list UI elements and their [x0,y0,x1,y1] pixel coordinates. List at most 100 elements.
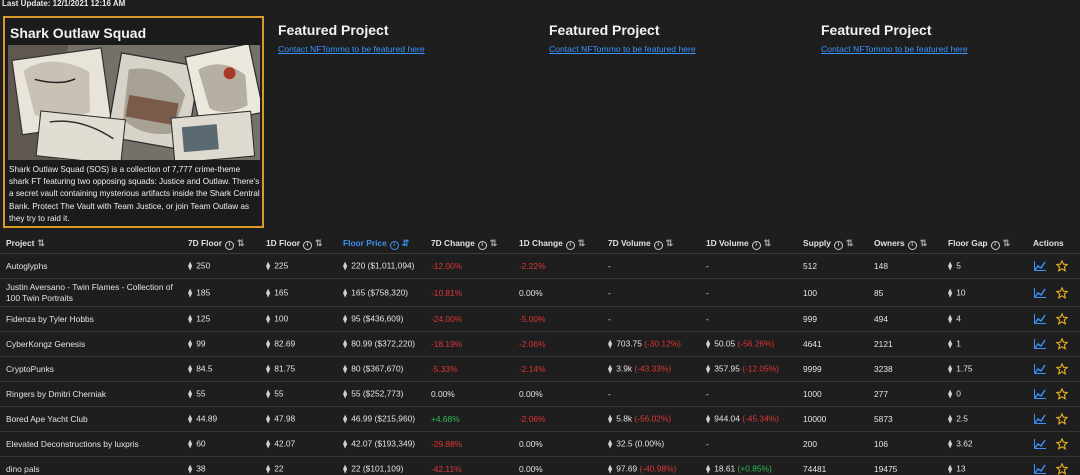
star-icon[interactable] [1056,338,1068,350]
sort-icon[interactable]: ⇅ [489,238,498,248]
project-name[interactable]: CryptoPunks [6,364,54,374]
project-name[interactable]: Autoglyphs [6,261,48,271]
chart-icon[interactable] [1034,439,1046,449]
d7-floor-value: 99 [196,338,206,349]
d1-volume-value: - [706,261,709,271]
star-icon[interactable] [1056,388,1068,400]
star-icon[interactable] [1056,286,1068,299]
project-name[interactable]: CyberKongz Genesis [6,339,86,349]
chart-icon[interactable] [1034,314,1046,324]
d1-volume-cell: - [706,261,709,271]
info-icon[interactable]: i [833,241,843,250]
ethereum-icon: ⧫ [266,438,271,449]
star-icon[interactable] [1056,463,1068,475]
sort-icon[interactable]: ⇅ [919,238,928,248]
project-name[interactable]: Elevated Deconstructions by luxpris [6,439,139,449]
column-header-7d-change[interactable]: 7D Change i ⇅ [431,238,497,250]
info-icon[interactable]: i [302,241,312,250]
ethereum-icon: ⧫ [188,463,193,474]
chart-icon[interactable] [1034,364,1046,374]
floor-price-cell: ⧫ 55 ($252,773) [343,389,403,400]
featured-slot-contact-link[interactable]: Contact NFTommo to be featured here [821,44,968,54]
table-row[interactable]: Autoglyphs ⧫ 250 ⧫ 225 ⧫ 220 ($1,011,094) ⧫ 5 -12… [0,254,1080,279]
chart-icon[interactable] [1034,464,1046,474]
table-row[interactable]: dino pals ⧫ 38 ⧫ 22 ⧫ 22 ($101,109) ⧫ 13 -42.11% 0… [0,457,1080,475]
column-header-7d-floor[interactable]: 7D Floor i ⇅ [188,238,245,250]
table-row[interactable]: Ringers by Dmitri Cherniak ⧫ 55 ⧫ 55 ⧫ 55 ($25… [0,382,1080,407]
chart-icon[interactable] [1034,287,1046,298]
star-icon[interactable] [1056,260,1068,272]
star-icon[interactable] [1056,313,1068,325]
column-header-supply[interactable]: Supply i ⇅ [803,238,853,250]
featured-slot-contact-link[interactable]: Contact NFTommo to be featured here [278,44,425,54]
table-row[interactable]: CyberKongz Genesis ⧫ 99 ⧫ 82.69 ⧫ 80.99 ($372,… [0,332,1080,357]
d1-volume-cell: - [706,314,709,324]
sort-icon[interactable]: ⇅ [314,238,323,248]
star-icon[interactable] [1056,438,1068,450]
d7-floor-value: 84.5 [196,363,213,374]
info-icon[interactable]: i [389,241,399,250]
ethereum-icon: ⧫ [948,438,953,449]
d1-volume-value: - [706,314,709,324]
info-icon[interactable]: i [907,241,917,250]
ethereum-icon: ⧫ [266,413,271,424]
project-name[interactable]: dino pals [6,464,40,474]
sort-icon[interactable]: ⇅ [845,238,854,248]
column-header-project[interactable]: Project ⇅ [6,238,45,249]
floor-gap-cell: ⧫ 1.75 [948,364,973,375]
chart-icon[interactable] [1034,389,1046,399]
info-icon[interactable]: i [565,241,575,250]
featured-slot-title: Featured Project [549,22,660,38]
info-icon[interactable]: i [990,241,1000,250]
ethereum-icon: ⧫ [948,338,953,349]
info-icon[interactable]: i [751,241,761,250]
sort-icon[interactable]: ⇅ [1002,238,1011,248]
sort-icon[interactable]: ⇅ [665,238,674,248]
sort-icon[interactable]: ⇅ [37,238,45,248]
chart-icon[interactable] [1034,414,1046,424]
project-name[interactable]: Bored Ape Yacht Club [6,414,88,424]
column-header-1d-floor[interactable]: 1D Floor i ⇅ [266,238,323,250]
owners-value: 85 [874,287,884,298]
d1-floor-value: 47.98 [274,413,296,424]
table-row[interactable]: Fidenza by Tyler Hobbs ⧫ 125 ⧫ 100 ⧫ 95 ($436,… [0,307,1080,332]
chart-icon[interactable] [1034,339,1046,349]
d7-volume-cell: ⧫ 32.5 (0.00%) [608,439,664,450]
d7-volume-change: (-30.12%) [644,338,681,349]
ethereum-icon: ⧫ [343,463,348,474]
featured-slot-contact-link[interactable]: Contact NFTommo to be featured here [549,44,696,54]
project-name[interactable]: Justin Aversano - Twin Flames - Collecti… [6,281,173,303]
info-icon[interactable]: i [224,241,234,250]
column-label: Floor Gap [948,238,988,248]
column-header-floor-price[interactable]: Floor Price i ⇵ [343,238,409,250]
owners-value: 494 [874,314,888,324]
sort-icon[interactable]: ⇅ [577,238,586,248]
column-header-floor-gap[interactable]: Floor Gap i ⇅ [948,238,1010,250]
sort-icon[interactable]: ⇅ [236,238,245,248]
column-header-7d-volume[interactable]: 7D Volume i ⇅ [608,238,673,250]
column-header-1d-volume[interactable]: 1D Volume i ⇅ [706,238,771,250]
sort-desc-icon[interactable]: ⇵ [401,238,410,248]
floor-gap-value: 1.75 [956,363,973,374]
chart-icon[interactable] [1034,261,1046,271]
star-icon[interactable] [1056,413,1068,425]
ethereum-icon: ⧫ [343,438,348,449]
star-icon[interactable] [1056,363,1068,375]
d7-floor-cell: ⧫ 44.89 [188,414,217,425]
sort-icon[interactable]: ⇅ [763,238,772,248]
table-row[interactable]: Justin Aversano - Twin Flames - Collecti… [0,279,1080,307]
column-header-1d-change[interactable]: 1D Change i ⇅ [519,238,585,250]
project-name[interactable]: Fidenza by Tyler Hobbs [6,314,94,324]
info-icon[interactable]: i [653,241,663,250]
floor-price-value: 22 ($101,109) [351,463,404,474]
info-icon[interactable]: i [477,241,487,250]
project-name[interactable]: Ringers by Dmitri Cherniak [6,389,107,399]
ethereum-icon: ⧫ [266,463,271,474]
d1-volume-value: 18.61 [714,463,736,474]
table-row[interactable]: Bored Ape Yacht Club ⧫ 44.89 ⧫ 47.98 ⧫ 46.99 (… [0,407,1080,432]
table-row[interactable]: Elevated Deconstructions by luxpris ⧫ 60 ⧫ 4… [0,432,1080,457]
d1-floor-cell: ⧫ 225 [266,261,288,272]
column-header-owners[interactable]: Owners i ⇅ [874,238,927,250]
table-row[interactable]: CryptoPunks ⧫ 84.5 ⧫ 81.75 ⧫ 80 ($367,670) ⧫ 1.7… [0,357,1080,382]
featured-project-card[interactable]: Shark Outlaw Squad Shark Outlaw Squad (S… [3,16,264,228]
